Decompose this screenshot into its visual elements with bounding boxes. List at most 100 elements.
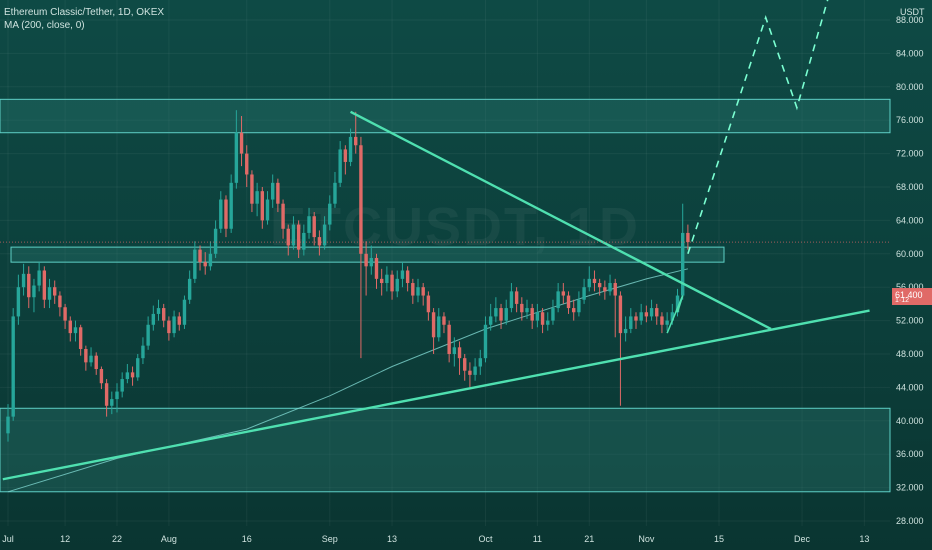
candle [136, 354, 140, 381]
candle-body [504, 308, 508, 321]
price-tick-label[interactable]: 40.000 [896, 416, 924, 426]
candle [182, 295, 187, 329]
candle-body [11, 316, 15, 417]
last-price-value: 61.400 [895, 290, 923, 300]
candle [27, 266, 31, 309]
candle [525, 299, 529, 319]
candle-body [582, 287, 586, 300]
candle-body [141, 345, 145, 359]
symbol-title[interactable]: Ethereum Classic/Tether, 1D, OKEX [4, 7, 165, 18]
time-tick-label[interactable]: 13 [859, 534, 869, 544]
candle-body [442, 316, 446, 325]
time-tick-label[interactable]: Sep [322, 534, 338, 544]
candle-body [130, 372, 135, 378]
candle-body [78, 327, 83, 349]
candle [400, 262, 405, 288]
candle-body [229, 182, 233, 229]
candle [613, 278, 617, 338]
time-tick-label[interactable]: Oct [478, 534, 493, 544]
price-tick-label[interactable]: 44.000 [896, 382, 924, 392]
time-tick-label[interactable]: Dec [794, 534, 811, 544]
candle-body [551, 308, 555, 321]
candle-body [369, 257, 373, 267]
candle [499, 303, 503, 329]
currency-label[interactable]: USDT [900, 7, 925, 17]
candle-body [151, 313, 156, 325]
time-tick-label[interactable]: 15 [714, 534, 724, 544]
candle [53, 280, 57, 304]
time-tick-label[interactable]: Aug [161, 534, 177, 544]
last-price-tag: 61.400 1·12 [892, 288, 932, 305]
trendline-ascending-support [2, 309, 870, 481]
candle-body [213, 228, 218, 254]
candle [597, 278, 602, 296]
candle-body [333, 182, 337, 204]
price-tick-label[interactable]: 80.000 [896, 82, 924, 92]
candle [151, 305, 156, 331]
candle [265, 191, 270, 225]
time-tick-label[interactable]: 12 [60, 534, 70, 544]
candle [115, 383, 119, 413]
candle-body [509, 291, 514, 309]
candle [255, 182, 259, 217]
time-tick-label[interactable]: 11 [533, 534, 542, 544]
candle-body [463, 358, 467, 371]
candle [421, 283, 425, 306]
time-tick-label[interactable]: Jul [2, 534, 14, 544]
candle-body [572, 308, 576, 313]
price-tick-label[interactable]: 76.000 [896, 115, 924, 125]
candle-body [623, 328, 628, 334]
candle [634, 312, 638, 329]
candle-body [530, 308, 534, 321]
candle-body [73, 327, 78, 334]
candle-body [239, 132, 244, 154]
price-tick-label[interactable]: 60.000 [896, 249, 924, 259]
candle-body [431, 312, 436, 338]
indicator-title[interactable]: MA (200, close, 0) [4, 20, 85, 31]
price-tick-label[interactable]: 72.000 [896, 149, 924, 159]
candle [120, 372, 124, 398]
candle-body [546, 320, 550, 325]
time-tick-label[interactable]: Nov [638, 534, 655, 544]
price-tick-label[interactable]: 52.000 [896, 316, 924, 326]
candle [572, 299, 576, 321]
candle-body [535, 312, 540, 321]
time-tick-label[interactable]: 21 [584, 534, 594, 544]
candle-body [421, 287, 425, 296]
price-tick-label[interactable]: 56.000 [896, 282, 924, 292]
time-tick-label[interactable]: 22 [112, 534, 122, 544]
candle-body [328, 203, 332, 225]
candle [312, 212, 316, 246]
candle [172, 310, 176, 338]
candle-body [255, 191, 259, 204]
candle-body [556, 291, 560, 309]
candle [665, 312, 669, 331]
candle-body [608, 283, 612, 292]
candle-body [665, 320, 669, 325]
candle [193, 241, 197, 284]
candle-body [577, 299, 581, 313]
candle [16, 274, 21, 325]
price-tick-label[interactable]: 32.000 [896, 483, 924, 493]
price-tick-label[interactable]: 88.000 [896, 15, 924, 25]
candle-body [364, 253, 368, 267]
time-tick-label[interactable]: 16 [242, 534, 252, 544]
price-tick-label[interactable]: 64.000 [896, 215, 924, 225]
price-tick-label[interactable]: 48.000 [896, 349, 924, 359]
candle [281, 199, 285, 239]
price-tick-label[interactable]: 84.000 [896, 48, 924, 58]
time-tick-label[interactable]: 13 [387, 534, 397, 544]
candle [78, 324, 83, 356]
candle [343, 145, 348, 175]
candle-body [655, 308, 659, 317]
candle [561, 283, 566, 304]
price-tick-label[interactable]: 36.000 [896, 449, 924, 459]
price-tick-label[interactable]: 68.000 [896, 182, 924, 192]
candle-body [37, 270, 41, 286]
candle-body [426, 295, 431, 313]
candle-body [566, 295, 571, 309]
candle [478, 349, 482, 375]
price-tick-label[interactable]: 28.000 [896, 516, 924, 526]
